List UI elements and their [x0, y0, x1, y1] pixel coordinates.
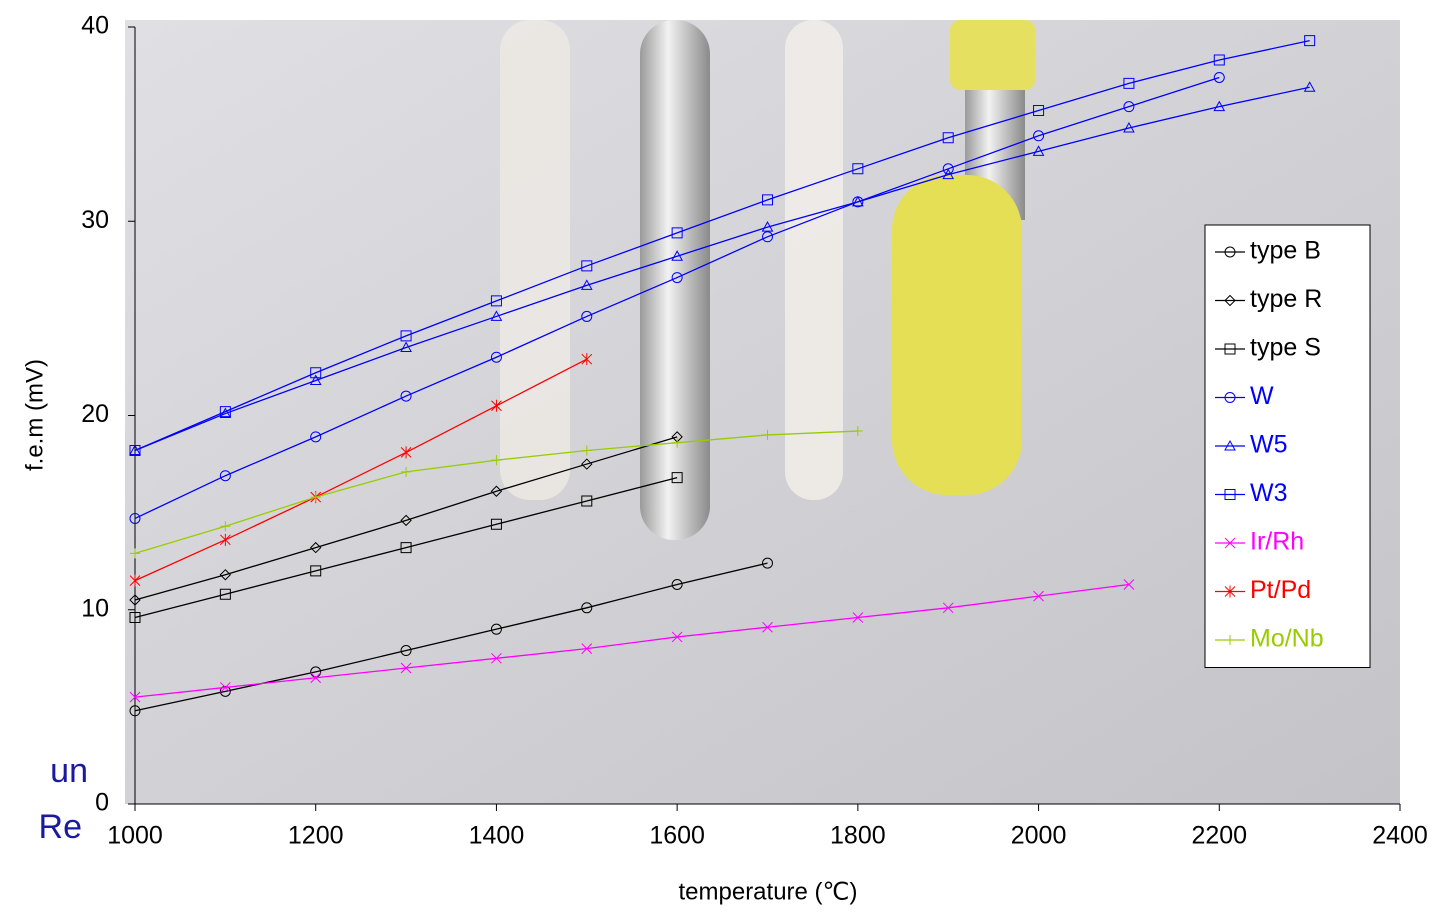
y-tick-label: 0 [95, 789, 109, 817]
x-tick-label: 2400 [1372, 822, 1428, 850]
y-tick-label: 30 [81, 206, 109, 234]
y-tick-label: 20 [81, 400, 109, 428]
annotation: Re [39, 808, 82, 846]
x-tick-label: 2000 [1011, 822, 1067, 850]
legend-label: W [1250, 382, 1274, 410]
y-tick-label: 40 [81, 12, 109, 40]
legend-label: W5 [1250, 431, 1288, 459]
x-axis-title: temperature (℃) [678, 878, 857, 905]
legend-label: Mo/Nb [1250, 625, 1324, 653]
x-tick-label: 1400 [469, 822, 525, 850]
legend-label: type R [1250, 285, 1322, 313]
x-tick-label: 2200 [1191, 822, 1247, 850]
x-tick-label: 1800 [830, 822, 886, 850]
legend-label: W3 [1250, 479, 1288, 507]
legend-label: type S [1250, 334, 1321, 362]
x-tick-label: 1600 [649, 822, 705, 850]
legend: type B type R type S W W5 W3 Ir/Rh Pt/Pd Mo/Nb [1205, 225, 1370, 668]
legend-label: type B [1250, 237, 1321, 265]
y-tick-label: 10 [81, 594, 109, 622]
x-tick-label: 1200 [288, 822, 344, 850]
chart: un Re temperature (℃) f.e.m (mV) 0 10 20 30… [0, 0, 1443, 915]
x-tick-label: 1000 [107, 822, 163, 850]
y-axis-title: f.e.m (mV) [21, 359, 48, 471]
annotation: un [50, 752, 88, 790]
legend-label: Pt/Pd [1250, 576, 1311, 604]
legend-label: Ir/Rh [1250, 528, 1304, 556]
